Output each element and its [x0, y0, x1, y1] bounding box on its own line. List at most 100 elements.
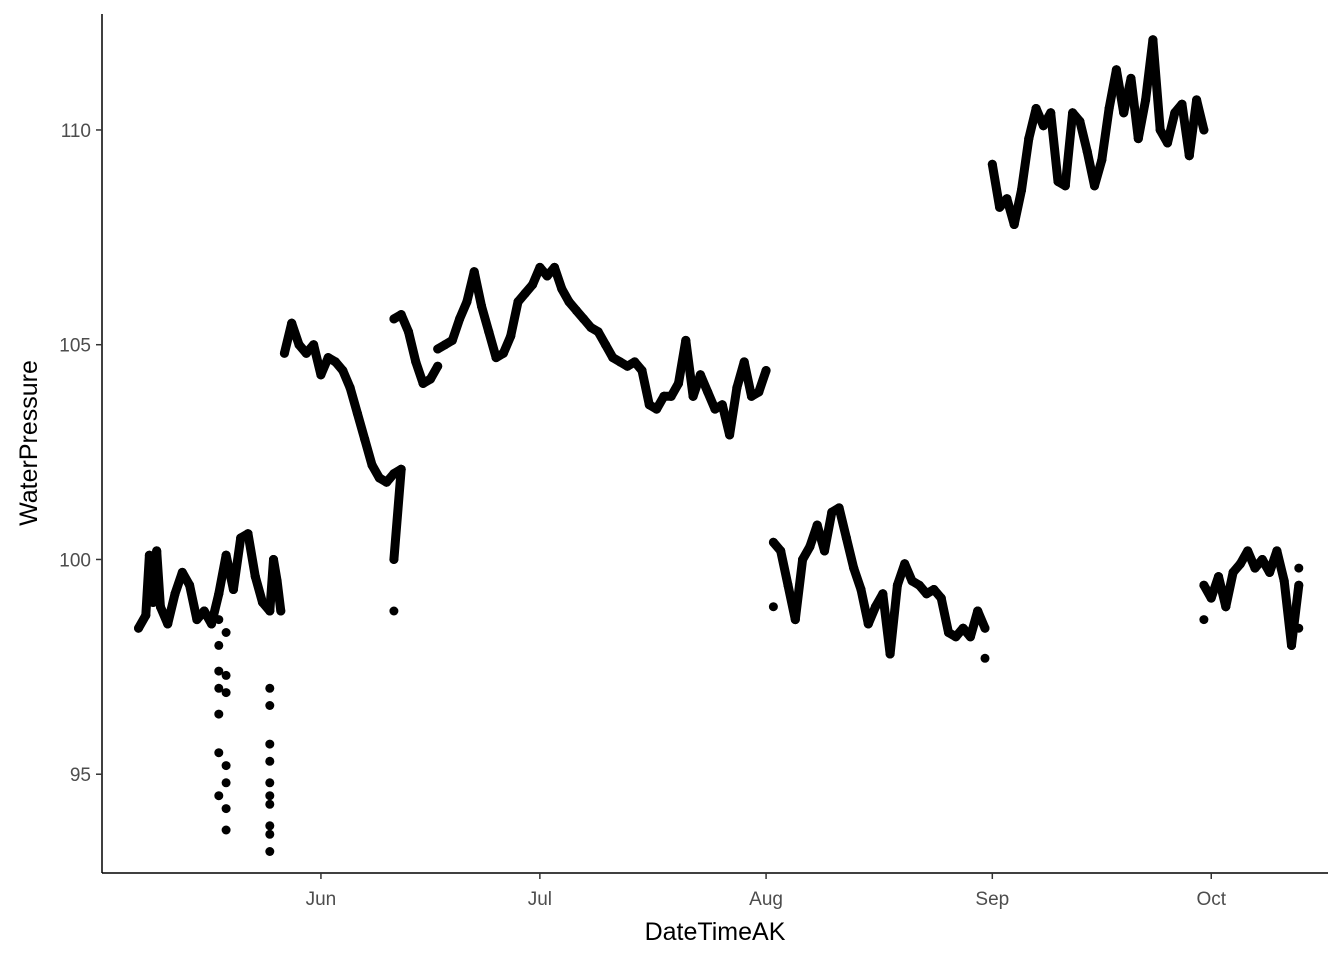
- x-tick-label: Jun: [306, 889, 337, 910]
- data-point: [425, 374, 435, 384]
- data-trace-segment: [228, 533, 246, 594]
- data-point: [185, 580, 195, 590]
- data-trace-segment: [885, 580, 902, 659]
- data-point: [1104, 104, 1114, 113]
- data-point: [805, 542, 815, 552]
- data-trace-segment: [506, 297, 523, 341]
- data-point: [1119, 108, 1129, 118]
- data-point: [389, 555, 399, 564]
- data-point: [776, 546, 786, 556]
- data-point: [666, 391, 676, 401]
- data-point: [367, 460, 377, 470]
- data-point: [236, 533, 246, 543]
- data-point: [1163, 138, 1172, 148]
- data-point: [265, 821, 275, 831]
- data-point: [550, 262, 559, 272]
- data-point: [732, 383, 742, 393]
- data-point: [374, 473, 384, 483]
- data-point: [214, 615, 224, 625]
- data-point: [214, 683, 224, 693]
- data-point: [418, 378, 428, 388]
- data-point: [250, 572, 260, 582]
- data-point: [1214, 572, 1223, 582]
- data-point: [535, 262, 545, 272]
- data-point: [331, 357, 340, 367]
- data-trace-segment: [1060, 108, 1078, 191]
- data-point: [1265, 567, 1275, 577]
- data-point: [951, 632, 961, 642]
- data-point: [579, 314, 589, 324]
- data-point: [725, 430, 735, 440]
- data-point: [272, 576, 282, 586]
- data-point: [973, 606, 983, 616]
- data-point: [177, 567, 187, 577]
- data-trace-segment: [820, 507, 837, 556]
- data-trace-segment: [1287, 580, 1304, 650]
- data-point: [644, 400, 654, 410]
- data-point: [276, 606, 286, 616]
- data-trace-segment: [841, 533, 859, 573]
- data-point: [1177, 99, 1187, 109]
- data-trace-segment: [1097, 104, 1114, 165]
- data-point: [878, 589, 888, 599]
- data-point: [389, 314, 399, 324]
- data-point: [914, 580, 924, 590]
- data-point: [221, 761, 231, 771]
- data-point: [695, 370, 705, 380]
- data-point: [768, 602, 778, 612]
- data-point: [965, 632, 975, 642]
- data-point: [404, 327, 413, 337]
- data-point: [265, 847, 275, 856]
- data-point: [396, 464, 406, 474]
- data-point: [221, 688, 231, 698]
- data-point: [228, 585, 238, 594]
- data-trace-segment: [152, 546, 165, 612]
- data-point: [214, 589, 224, 599]
- data-point: [1060, 181, 1070, 191]
- data-point: [564, 297, 574, 307]
- data-trace-segment: [1192, 95, 1209, 135]
- data-point: [1053, 177, 1063, 186]
- data-point: [798, 555, 808, 564]
- data-trace-segment: [776, 546, 793, 590]
- data-point: [856, 585, 866, 594]
- data-trace-segment: [404, 327, 421, 367]
- data-point: [637, 366, 647, 375]
- data-point: [199, 606, 209, 616]
- data-point: [207, 619, 216, 629]
- data-trace-segment: [637, 366, 654, 410]
- data-point: [871, 602, 880, 612]
- data-point: [221, 804, 231, 814]
- data-point: [323, 353, 333, 363]
- data-point: [144, 550, 154, 560]
- data-point: [1279, 576, 1289, 586]
- data-point: [571, 305, 581, 315]
- data-point: [1111, 65, 1121, 75]
- data-point: [1287, 640, 1296, 650]
- data-point: [221, 628, 231, 637]
- x-tick-label: Jul: [528, 889, 552, 910]
- data-point: [1170, 108, 1180, 118]
- data-point: [258, 597, 267, 607]
- y-axis-title: WaterPressure: [15, 360, 43, 526]
- data-point: [265, 778, 275, 788]
- data-point: [1184, 151, 1194, 161]
- data-point: [1221, 602, 1231, 612]
- data-point: [265, 756, 275, 766]
- x-tick-label: Oct: [1196, 889, 1226, 910]
- data-point: [768, 537, 778, 547]
- data-point: [294, 340, 304, 350]
- data-point: [944, 628, 953, 637]
- data-point: [1250, 563, 1260, 573]
- data-point: [1148, 35, 1158, 45]
- data-trace-segment: [389, 464, 406, 564]
- data-point: [1199, 615, 1209, 625]
- data-point: [338, 366, 348, 375]
- data-point: [221, 550, 231, 560]
- data-point: [265, 701, 275, 710]
- data-point: [995, 202, 1005, 212]
- data-point: [265, 791, 275, 801]
- data-point: [593, 327, 603, 337]
- data-point: [484, 327, 494, 337]
